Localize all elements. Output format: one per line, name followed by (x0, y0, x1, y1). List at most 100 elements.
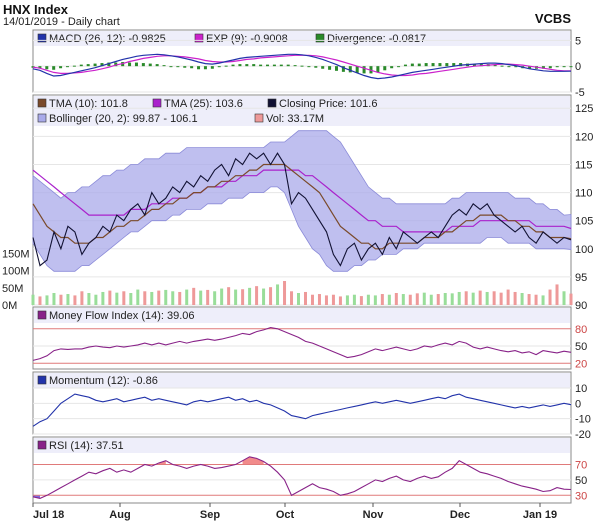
price-legend-label-3: Bollinger (20, 2): 99.87 - 106.1 (49, 113, 198, 125)
macd-divergence-bar (272, 64, 276, 67)
macd-divergence-bar (562, 66, 566, 68)
price-tick-label-3: 110 (575, 188, 593, 200)
macd-divergence-bar (528, 66, 532, 69)
volume-bar (366, 294, 370, 305)
volume-bar (457, 291, 461, 305)
macd-divergence-bar (134, 62, 138, 67)
macd-legend-swatch-0 (37, 33, 47, 43)
x-tick-label-3: Oct (276, 509, 295, 521)
volume-bar (429, 294, 433, 305)
macd-divergence-bar (410, 63, 414, 67)
volume-bar (31, 294, 35, 305)
chart-title: HNX Index (3, 2, 69, 17)
momentum-tick-label-0: 10 (575, 383, 587, 395)
macd-divergence-bar (210, 66, 214, 69)
volume-bar (297, 293, 301, 305)
macd-divergence-bar (238, 64, 242, 67)
x-tick-label-5: Dec (450, 509, 470, 521)
macd-divergence-bar (45, 66, 49, 70)
volume-bar (541, 295, 545, 305)
volume-bar (108, 290, 112, 305)
volume-bar (101, 291, 105, 305)
macd-divergence-bar (390, 66, 394, 69)
chart-subtitle: 14/01/2019 - Daily chart (3, 16, 120, 28)
volume-bar (227, 287, 231, 305)
macd-divergence-bar (383, 66, 387, 71)
volume-bar (248, 287, 252, 305)
macd-divergence-bar (541, 66, 545, 69)
macd-divergence-bar (245, 64, 249, 67)
volume-bar (255, 286, 259, 305)
macd-divergence-bar (341, 66, 345, 72)
macd-divergence-bar (224, 65, 228, 67)
macd-divergence-bar (555, 66, 559, 68)
volume-bar (373, 295, 377, 305)
volume-bar (436, 294, 440, 305)
macd-divergence-bar (548, 66, 552, 69)
momentum-tick-label-2: -10 (575, 414, 591, 426)
price-tick-label-2: 115 (575, 159, 593, 171)
macd-divergence-bar (183, 66, 187, 68)
volume-bar (471, 292, 475, 305)
macd-divergence-bar (59, 66, 63, 69)
macd-divergence-bar (38, 66, 42, 69)
volume-bar (115, 292, 119, 305)
price-legend-label-2: Closing Price: 101.6 (279, 98, 377, 110)
macd-divergence-bar (362, 66, 366, 74)
macd-divergence-bar (493, 64, 497, 67)
price-tick-label-7: 90 (575, 300, 587, 312)
momentum-legend-bg (34, 373, 570, 388)
rsi-line (32, 456, 572, 499)
volume-bar (129, 293, 133, 305)
macd-divergence-bar (307, 66, 311, 68)
macd-divergence-bar (176, 66, 180, 68)
volume-bar (569, 293, 573, 305)
macd-divergence-bar (286, 64, 290, 67)
volume-bar (303, 291, 307, 305)
price-legend-label-4: Vol: 33.17M (266, 113, 324, 125)
tma10-line (32, 163, 572, 250)
macd-divergence-bar (31, 66, 35, 68)
rsi-legend-bg (34, 438, 570, 453)
rsi-tick-label-0: 70 (575, 460, 587, 472)
volume-bar (464, 291, 468, 305)
macd-legend-label-0: MACD (26, 12): -0.9825 (49, 33, 166, 45)
macd-divergence-bar (162, 65, 166, 67)
price-tick-label-4: 105 (575, 216, 593, 228)
macd-divergence-bar (293, 65, 297, 67)
volume-bar (262, 288, 266, 305)
volume-bar (143, 291, 147, 305)
volume-bar (206, 289, 210, 305)
macd-divergence-bar (397, 66, 401, 68)
volume-bar (171, 291, 175, 305)
volume-bar (80, 291, 84, 305)
rsi-overbought-fill (242, 456, 264, 465)
mfi-legend-bg (34, 308, 570, 323)
macd-divergence-bar (438, 63, 442, 67)
volume-bar (59, 294, 63, 305)
volume-tick-label-1: 100M (2, 266, 30, 278)
macd-divergence-bar (376, 66, 380, 73)
macd-divergence-bar (107, 62, 111, 67)
x-tick-label-0: Jul 18 (33, 509, 64, 521)
volume-bar (199, 290, 203, 305)
volume-bar (310, 294, 314, 305)
volume-bar (276, 284, 280, 305)
volume-bar (73, 295, 77, 305)
macd-divergence-bar (431, 63, 435, 67)
volume-bar (220, 288, 224, 305)
volume-bar (478, 290, 482, 305)
macd-divergence-bar (569, 66, 573, 68)
macd-divergence-bar (321, 66, 325, 69)
macd-divergence-bar (86, 64, 90, 67)
volume-bar (443, 293, 447, 305)
macd-divergence-bar (472, 64, 476, 67)
macd-divergence-bar (79, 64, 83, 67)
tma25-line (32, 169, 572, 233)
volume-tick-label-3: 0M (2, 300, 17, 312)
price-legend-label-0: TMA (10): 101.8 (49, 98, 128, 110)
price-tick-label-6: 95 (575, 272, 587, 284)
price-legend-swatch-0 (37, 98, 47, 108)
macd-divergence-bar (403, 64, 407, 67)
